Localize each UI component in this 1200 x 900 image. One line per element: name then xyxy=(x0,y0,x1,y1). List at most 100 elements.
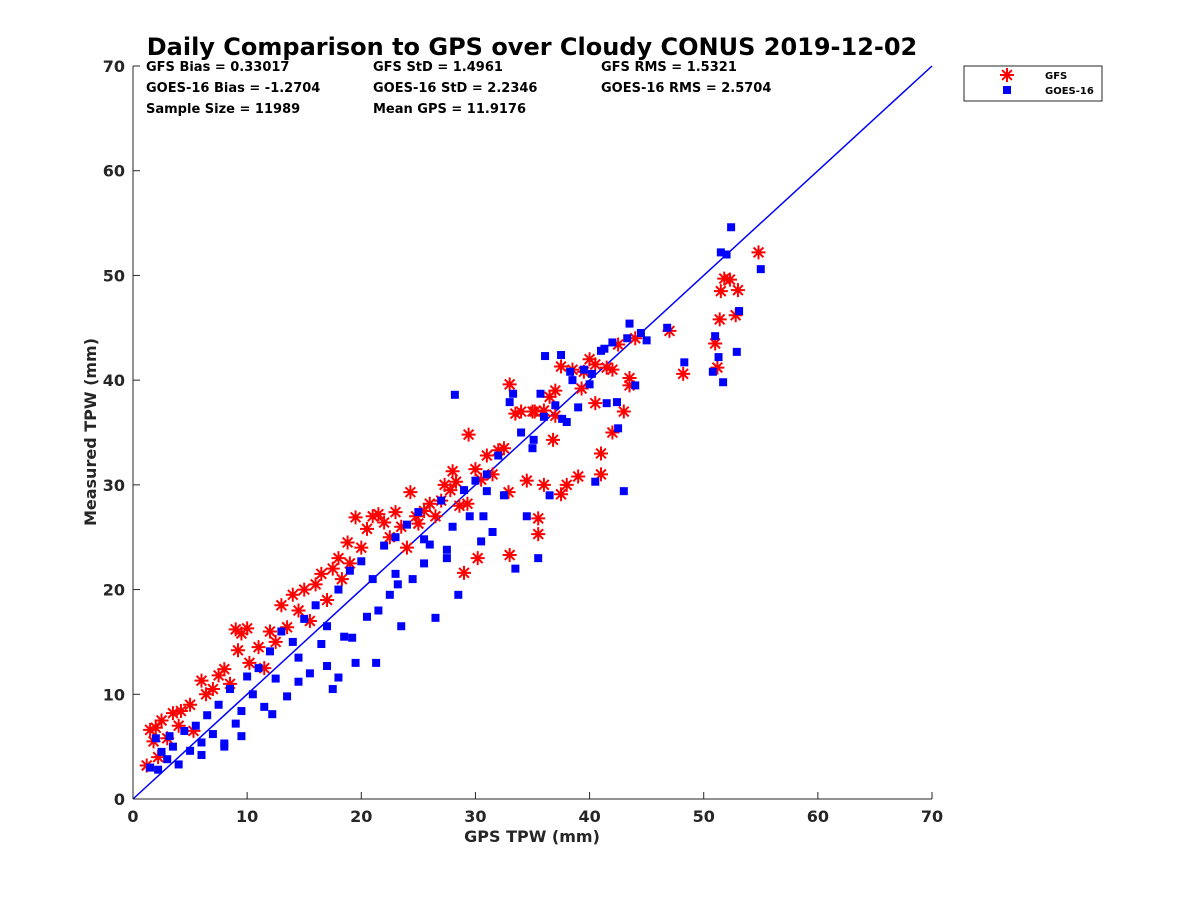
gfs-point xyxy=(593,446,608,461)
gfs-point xyxy=(371,507,386,522)
goes16-point xyxy=(368,575,377,584)
goes16-point xyxy=(203,711,212,720)
gfs-point xyxy=(165,706,180,721)
gfs-point xyxy=(712,312,727,327)
goes16-point xyxy=(420,535,429,544)
gfs-point xyxy=(536,477,551,492)
gfs-point xyxy=(470,551,485,566)
goes16-point xyxy=(716,248,725,257)
goes16-point xyxy=(351,658,360,667)
gfs-point xyxy=(411,516,426,531)
gfs-point xyxy=(599,360,614,375)
gfs-point xyxy=(173,704,188,719)
goes16-point xyxy=(334,673,343,682)
goes16-point xyxy=(268,710,277,719)
y-tick-label: 10 xyxy=(103,685,125,704)
goes16-point xyxy=(579,365,588,374)
goes16-point xyxy=(237,732,246,741)
goes16-point xyxy=(214,700,223,709)
x-tick-label: 60 xyxy=(807,807,829,826)
goes16-point xyxy=(271,674,280,683)
goes16-point xyxy=(442,554,451,563)
x-tick-label: 40 xyxy=(578,807,600,826)
goes16-point xyxy=(165,732,174,741)
goes16-point xyxy=(197,751,206,760)
goes16-point xyxy=(566,367,575,376)
y-tick-label: 50 xyxy=(103,266,125,285)
gfs-point xyxy=(554,359,569,374)
gfs-point xyxy=(268,634,283,649)
y-tick-label: 30 xyxy=(103,476,125,495)
goes16-point xyxy=(197,738,206,747)
goes16-point xyxy=(345,566,354,575)
goes16-point xyxy=(248,690,257,699)
gfs-point xyxy=(622,378,637,393)
gfs-point xyxy=(394,519,409,534)
goes16-point xyxy=(450,390,459,399)
stat-sample-size: Sample Size = 11989 xyxy=(146,102,300,117)
gfs-point xyxy=(314,566,329,581)
gfs-point xyxy=(588,357,603,372)
goes16-point xyxy=(265,647,274,656)
reference-line-layer xyxy=(132,65,933,800)
gfs-point xyxy=(546,432,561,447)
goes16-point xyxy=(317,640,326,649)
goes16-point xyxy=(719,378,728,387)
gfs-point xyxy=(501,485,516,500)
gfs-point xyxy=(365,509,380,524)
gfs-point xyxy=(422,496,437,511)
gfs-point xyxy=(302,613,317,628)
gfs-point xyxy=(445,464,460,479)
gfs-point xyxy=(151,750,166,765)
gfs-point xyxy=(285,587,300,602)
goes16-series xyxy=(146,223,765,774)
chart-title: Daily Comparison to GPS over Cloudy CONU… xyxy=(147,33,918,61)
legend: GFS GOES-16 xyxy=(963,65,1103,102)
goes16-point xyxy=(528,444,537,453)
goes16-point xyxy=(517,428,526,437)
gfs-point xyxy=(417,504,432,519)
gfs-point xyxy=(251,640,266,655)
gfs-point xyxy=(605,425,620,440)
gfs-point xyxy=(331,551,346,566)
goes16-point xyxy=(587,369,596,378)
gfs-point xyxy=(183,697,198,712)
goes16-point xyxy=(539,412,548,421)
goes16-point xyxy=(488,527,497,536)
gfs-point xyxy=(605,362,620,377)
x-tick-label: 70 xyxy=(921,807,943,826)
goes16-point xyxy=(735,307,744,316)
x-axis-label: GPS TPW (mm) xyxy=(464,827,600,846)
goes16-point xyxy=(756,265,765,274)
goes16-point xyxy=(536,389,545,398)
legend-gfs-marker xyxy=(1000,68,1014,82)
goes16-point xyxy=(362,612,371,621)
gfs-point xyxy=(228,622,243,637)
goes16-point xyxy=(283,692,292,701)
goes16-point xyxy=(357,557,366,566)
gfs-point xyxy=(280,620,295,635)
goes16-point xyxy=(334,585,343,594)
goes16-point xyxy=(391,569,400,578)
gfs-point xyxy=(616,404,631,419)
goes16-point xyxy=(277,627,286,636)
goes16-point xyxy=(471,476,480,485)
goes16-point xyxy=(323,622,332,631)
gfs-point xyxy=(428,509,443,524)
goes16-point xyxy=(408,575,417,584)
gfs-point xyxy=(502,377,517,392)
goes16-point xyxy=(625,319,634,328)
gfs-point xyxy=(409,509,424,524)
goes16-point xyxy=(522,512,531,521)
goes16-point xyxy=(636,329,645,338)
gfs-point xyxy=(751,245,766,260)
plot-area: 0 10 20 30 40 50 60 70 0 10 20 30 40 50 60 70 xyxy=(103,57,943,826)
goes16-point xyxy=(311,601,320,610)
gfs-point xyxy=(611,337,626,352)
goes16-point xyxy=(340,632,349,641)
goes16-point xyxy=(505,398,514,407)
goes16-point xyxy=(680,358,689,367)
goes16-point xyxy=(168,742,177,751)
gfs-point xyxy=(334,572,349,587)
